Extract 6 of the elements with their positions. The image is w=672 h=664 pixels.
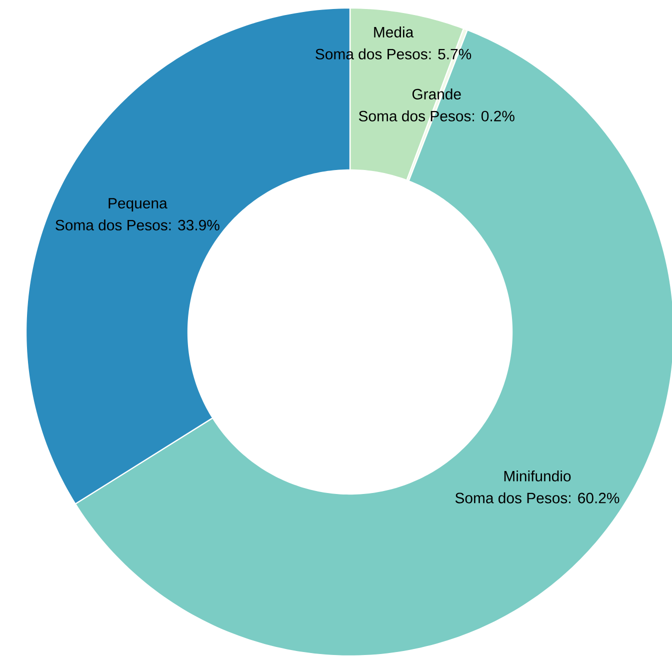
data-label: Soma dos Pesos: 60.2% <box>455 492 620 504</box>
data-label: Soma dos Pesos: 33.9% <box>56 219 220 230</box>
slice-label: Pequena <box>108 198 168 212</box>
slice-label: Grande <box>412 88 461 100</box>
slice-label: Media <box>374 26 414 38</box>
slice-label: Minifundio <box>504 470 571 482</box>
